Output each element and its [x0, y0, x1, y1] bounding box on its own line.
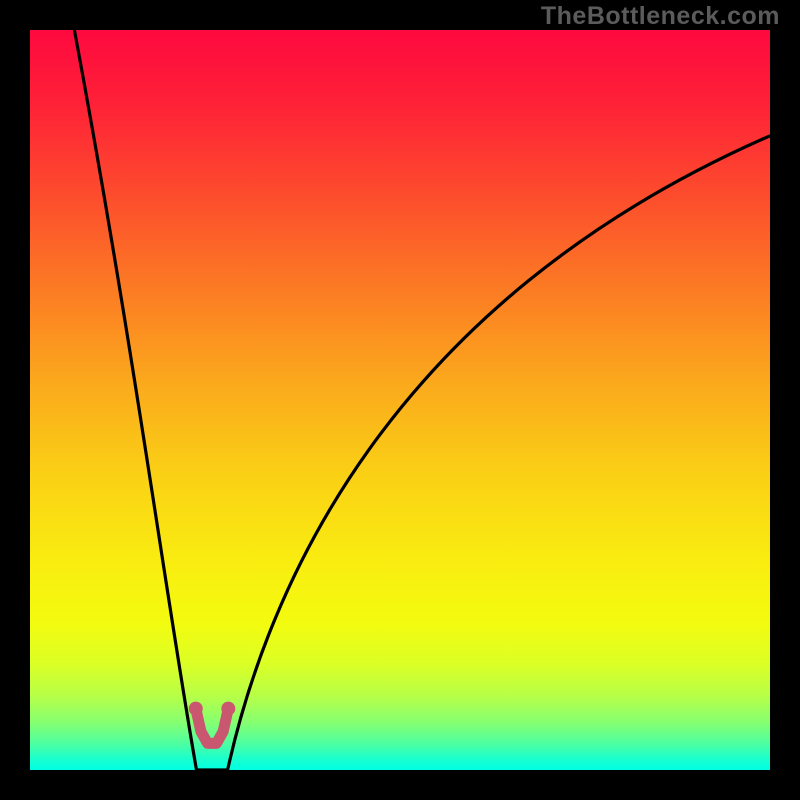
frame-border [0, 0, 30, 800]
watermark-label: TheBottleneck.com [541, 2, 780, 31]
optimal-range-endpoint [221, 702, 235, 716]
frame-border [770, 0, 800, 800]
plot-background-gradient [30, 30, 770, 770]
frame-border [0, 770, 800, 800]
optimal-range-endpoint [189, 702, 203, 716]
bottleneck-curve-chart [0, 0, 800, 800]
